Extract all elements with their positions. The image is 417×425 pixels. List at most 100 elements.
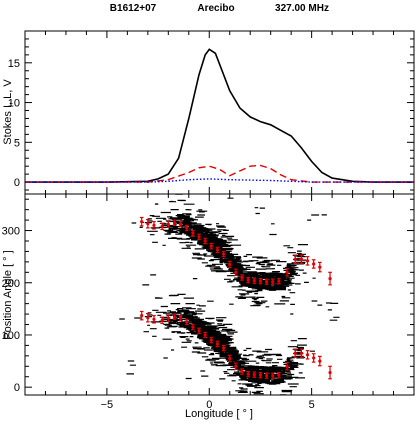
- pa-point: [221, 250, 226, 258]
- figure-header: B1612+07 Arecibo 327.00 MHz: [110, 3, 329, 14]
- stokes-y-tick-label: 15: [8, 58, 20, 70]
- pa-marker: [285, 270, 289, 274]
- pa-marker: [264, 280, 269, 284]
- pa-point: [209, 336, 214, 344]
- pa-marker: [318, 359, 322, 363]
- pa-y-tick-label: 0: [14, 382, 20, 394]
- pa-point: [191, 229, 195, 237]
- pa-point: [221, 344, 226, 352]
- header-frequency: 327.00 MHz: [275, 3, 329, 14]
- pa-marker: [328, 370, 332, 375]
- x-tick-label: 0: [206, 399, 212, 411]
- pa-point: [184, 224, 189, 232]
- pa-point: [299, 254, 304, 265]
- x-axis-label: Longitude [ ° ]: [185, 408, 253, 420]
- pa-y-tick-label: 100: [2, 330, 20, 342]
- pa-marker: [185, 320, 189, 324]
- pa-marker: [172, 221, 177, 225]
- pa-marker: [246, 278, 250, 282]
- pa-point: [293, 348, 298, 359]
- pa-marker: [299, 257, 303, 261]
- pa-marker: [140, 314, 144, 318]
- pa-marker: [203, 239, 207, 243]
- pa-point: [328, 365, 332, 380]
- pa-marker: [271, 374, 275, 378]
- pa-point: [328, 271, 332, 286]
- pa-marker: [318, 265, 322, 269]
- pa-point: [152, 315, 156, 324]
- pa-point: [305, 256, 310, 266]
- pa-points: [139, 216, 332, 380]
- pa-marker: [285, 364, 289, 368]
- pa-point: [264, 372, 269, 379]
- pa-marker: [197, 329, 201, 333]
- pa-density-map: [119, 193, 340, 396]
- pa-marker: [166, 222, 170, 226]
- pa-point: [139, 310, 144, 321]
- stokes-curves: [25, 48, 414, 183]
- pa-point: [146, 312, 150, 323]
- pa-marker: [179, 222, 183, 226]
- pa-point: [227, 260, 232, 269]
- pa-y-tick-label: 300: [2, 226, 20, 238]
- pa-point: [160, 222, 164, 231]
- pa-point: [178, 315, 183, 322]
- stokes-panel-frame: [24, 30, 415, 195]
- pa-point: [197, 327, 201, 334]
- pa-point: [172, 219, 177, 226]
- pa-marker: [312, 356, 316, 360]
- pa-point: [311, 259, 316, 269]
- pa-point: [285, 268, 289, 277]
- pa-point: [209, 242, 214, 250]
- pa-point: [166, 220, 171, 229]
- pa-point: [318, 355, 322, 367]
- pa-marker: [264, 374, 269, 378]
- stokes-y-tick-label: 5: [14, 137, 20, 149]
- stokes-panel: 0 5 10 15 Stokes I, L, V: [2, 30, 415, 195]
- stokes-y-tick-label: 10: [8, 98, 20, 110]
- pa-y-label: Position Angle [ ° ]: [2, 250, 14, 339]
- pa-point: [178, 221, 183, 228]
- pa-point: [270, 372, 275, 379]
- pa-marker: [215, 342, 220, 346]
- pa-marker: [240, 275, 244, 280]
- pa-marker: [146, 222, 150, 226]
- pa-point: [252, 277, 257, 284]
- pa-point: [305, 350, 310, 360]
- pa-marker: [293, 257, 297, 261]
- pa-marker: [152, 223, 156, 227]
- pa-point: [264, 278, 269, 285]
- pa-marker: [228, 356, 232, 361]
- pa-marker: [312, 262, 316, 266]
- pa-marker: [246, 372, 250, 376]
- pa-marker: [160, 318, 164, 322]
- pa-point: [240, 368, 244, 375]
- pa-marker: [328, 276, 332, 281]
- pa-marker: [191, 231, 195, 235]
- pa-point: [318, 261, 322, 273]
- header-telescope: Arecibo: [197, 3, 234, 14]
- pa-point: [146, 218, 150, 229]
- pa-point: [240, 274, 244, 281]
- pa-point: [270, 278, 275, 285]
- stokes-y-tick-label: 0: [14, 177, 20, 189]
- pa-density-strokes: [119, 193, 340, 396]
- pa-panel-frame: [24, 193, 415, 396]
- x-tick-label: 5: [309, 399, 315, 411]
- pa-marker: [140, 220, 144, 224]
- pa-point: [203, 237, 207, 245]
- pa-marker: [305, 259, 310, 263]
- pa-marker: [252, 373, 256, 377]
- pa-point: [311, 353, 316, 363]
- pa-point: [184, 318, 189, 326]
- stokes-ticks: 0 5 10 15: [8, 31, 415, 194]
- pa-point: [293, 254, 298, 265]
- pa-point: [246, 276, 250, 284]
- x-tick-label: −5: [101, 399, 114, 411]
- pa-marker: [293, 351, 297, 355]
- stokes-I-line: [25, 48, 414, 183]
- pa-marker: [209, 244, 213, 248]
- pa-point: [258, 371, 263, 379]
